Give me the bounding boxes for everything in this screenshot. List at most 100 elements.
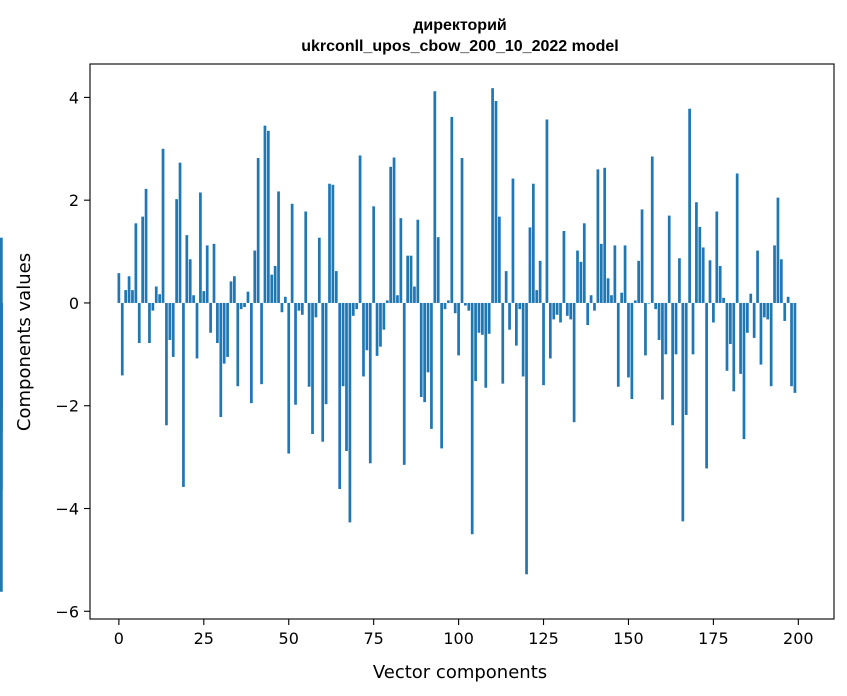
bar [409,255,413,303]
bar [620,292,624,303]
bar [389,166,393,303]
x-tick-label: 125 [528,629,559,648]
bar [487,302,491,334]
bar [749,293,753,303]
bar [290,203,294,303]
bar [379,302,382,347]
bar [328,183,331,303]
bar [650,156,654,303]
bar [273,265,277,303]
bar [538,260,542,303]
bar [219,302,223,418]
bar [640,209,644,303]
bar [467,302,471,311]
bar [752,302,756,338]
bar [596,169,600,303]
bar [593,302,596,311]
bar [423,302,426,403]
bar [182,302,185,487]
bar [402,302,406,465]
x-tick-label: 0 [114,629,124,648]
bar [739,302,742,374]
bar [260,302,263,385]
bar [684,302,688,415]
bar [256,158,260,303]
bar [246,291,250,303]
bar [277,191,280,303]
bar [385,300,389,303]
bar [283,296,287,303]
bar [399,218,403,303]
bar [131,290,134,303]
bar [535,290,539,303]
bar [250,302,253,404]
bar [222,302,226,364]
bar [307,302,311,387]
bar [229,281,233,303]
y-tick-label: −2 [55,397,79,416]
bar [712,302,715,323]
bar [518,302,522,310]
bar [127,276,131,303]
bar [769,302,773,387]
bar [773,245,776,303]
bar [226,302,229,357]
x-tick-label: 100 [443,629,474,648]
bar [644,302,647,356]
bar [552,302,556,320]
bar [542,302,545,386]
bar [572,302,576,423]
bar [175,199,178,303]
bar [715,211,719,303]
bar [151,302,155,311]
bar [124,290,128,303]
bar [368,302,372,464]
bar [287,302,291,454]
bar [168,302,172,340]
bar [205,245,209,303]
bar [304,211,308,303]
bar [756,250,759,303]
bar [453,302,457,314]
bar [491,88,494,303]
bar [695,202,698,303]
bar [382,302,386,330]
bar [762,302,766,318]
y-tick-label: 4 [69,88,79,107]
bar [144,188,148,303]
y-tick-label: 0 [69,294,79,313]
bar [263,125,267,303]
bar [311,302,314,434]
bar [691,302,695,355]
bar [681,302,685,522]
bar [447,300,450,303]
bar [701,247,705,303]
bar [450,116,454,303]
bar [545,119,549,303]
bar [779,259,783,303]
bar [324,302,328,405]
bar [396,295,399,303]
bar [365,302,369,351]
bar [498,216,501,303]
bar [501,302,505,384]
y-tick-label: −4 [55,500,79,519]
x-tick-label: 150 [613,629,644,648]
bar [705,302,708,469]
x-tick-label: 175 [698,629,729,648]
bar [742,302,746,440]
bar [233,276,236,303]
y-axis-label: Components values [14,253,35,431]
bar [426,302,430,373]
bar [708,260,712,303]
bar [392,157,396,303]
bar [134,223,138,303]
bar [606,278,610,303]
bar [148,302,151,344]
bar [317,237,321,303]
x-axis-label: Vector components [373,662,547,683]
chart-title-line-1: директорий [413,17,507,34]
bar [555,302,559,315]
bar [477,302,481,333]
bar [514,302,518,346]
